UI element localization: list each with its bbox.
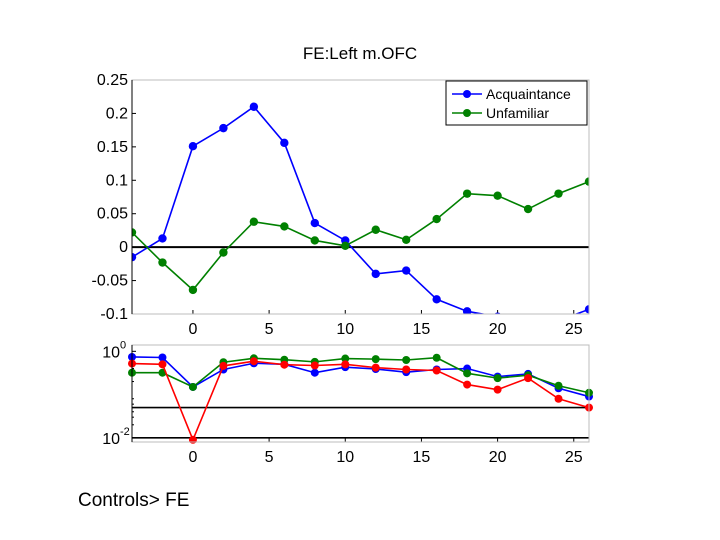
data-point-unfamiliar bbox=[219, 248, 228, 257]
pvalue-point-green bbox=[188, 382, 197, 391]
pvalue-point-green bbox=[371, 355, 380, 364]
bottom-xtick-label: 25 bbox=[565, 449, 583, 466]
pvalue-point-red bbox=[371, 363, 380, 372]
data-point-acquaintance bbox=[584, 305, 589, 314]
bottom-xtick-label: 15 bbox=[413, 449, 431, 466]
pvalue-point-red bbox=[554, 394, 563, 403]
data-point-unfamiliar bbox=[402, 235, 411, 244]
top-xtick-label: 20 bbox=[489, 321, 507, 338]
bottom-ytick-exponent: 0 bbox=[120, 339, 126, 351]
top-ytick-label: -0.05 bbox=[92, 273, 129, 290]
data-point-acquaintance bbox=[188, 141, 198, 151]
data-point-unfamiliar bbox=[462, 189, 472, 198]
pvalue-point-green bbox=[341, 354, 350, 363]
pvalue-point-red bbox=[188, 435, 197, 444]
pvalue-point-blue bbox=[158, 353, 167, 362]
top-line-plot: -0.1 -0.05 0 0.05 0.1 0.15 0.2 0.25 0 5 10 15 20 25 Ac… bbox=[92, 72, 590, 338]
pvalue-point-red bbox=[524, 374, 533, 383]
bottom-ytick-exponent: -2 bbox=[120, 426, 130, 438]
pvalue-line-blue bbox=[131, 356, 590, 398]
series-line-unfamiliar bbox=[132, 180, 589, 292]
data-point-unfamiliar bbox=[523, 204, 533, 214]
data-point-acquaintance bbox=[219, 123, 228, 133]
top-ytick-label: 0.15 bbox=[97, 139, 128, 156]
top-xtick-label: 5 bbox=[265, 321, 274, 338]
pvalue-point-green bbox=[493, 374, 502, 383]
data-point-unfamiliar bbox=[584, 177, 589, 186]
pvalue-point-red bbox=[158, 360, 167, 369]
pvalue-point-red bbox=[249, 357, 258, 366]
pvalue-line-red bbox=[131, 360, 590, 442]
data-point-acquaintance bbox=[310, 218, 319, 228]
pvalue-point-green bbox=[402, 355, 411, 364]
bottom-xtick-label: 20 bbox=[489, 449, 507, 466]
pvalue-series-red bbox=[128, 357, 593, 444]
bottom-log-plot: 10 010 -20 5 10 15 20 25 bbox=[102, 339, 593, 466]
legend-label-unfamiliar: Unfamiliar bbox=[486, 105, 549, 121]
top-xtick-label: 0 bbox=[188, 321, 197, 338]
top-ytick-label: 0 bbox=[119, 239, 128, 256]
data-point-unfamiliar bbox=[554, 189, 563, 198]
bottom-ytick-label: 10 bbox=[102, 344, 120, 361]
pvalue-point-red bbox=[463, 380, 472, 389]
data-point-acquaintance bbox=[402, 266, 411, 275]
data-point-unfamiliar bbox=[310, 236, 319, 245]
pvalue-point-blue bbox=[310, 368, 319, 377]
series-acquaintance bbox=[132, 102, 589, 324]
top-xtick-label: 10 bbox=[336, 321, 354, 338]
data-point-unfamiliar bbox=[341, 241, 350, 251]
legend: Acquaintance Unfamiliar bbox=[445, 80, 588, 126]
series-line-acquaintance bbox=[132, 105, 589, 314]
pvalue-point-red bbox=[219, 361, 228, 370]
data-point-acquaintance bbox=[432, 295, 441, 304]
top-ytick-label: 0.2 bbox=[106, 105, 128, 122]
top-ytick-label: 0.05 bbox=[97, 206, 128, 223]
data-point-unfamiliar bbox=[371, 225, 380, 234]
data-point-unfamiliar bbox=[432, 214, 441, 224]
legend-marker-unfamiliar bbox=[463, 109, 471, 117]
legend-label-acquaintance: Acquaintance bbox=[486, 86, 571, 102]
bottom-xtick-label: 0 bbox=[188, 449, 197, 466]
pvalue-point-red bbox=[280, 360, 289, 369]
data-point-acquaintance bbox=[132, 252, 137, 262]
top-ytick-label: -0.1 bbox=[100, 306, 128, 323]
bottom-xtick-label: 10 bbox=[336, 449, 354, 466]
data-point-unfamiliar bbox=[280, 222, 289, 231]
chart-title: FE:Left m.OFC bbox=[302, 44, 418, 63]
data-point-unfamiliar bbox=[249, 217, 259, 226]
top-ytick-label: 0.25 bbox=[97, 72, 128, 89]
data-point-acquaintance bbox=[280, 138, 289, 148]
bottom-xtick-label: 5 bbox=[265, 449, 274, 466]
pvalue-point-red bbox=[402, 365, 411, 374]
data-point-acquaintance bbox=[462, 307, 472, 314]
bottom-ytick-label: 10 bbox=[102, 431, 120, 448]
data-point-unfamiliar bbox=[493, 191, 502, 200]
series-unfamiliar bbox=[132, 177, 589, 295]
top-ytick-label: 0.1 bbox=[106, 172, 128, 189]
pvalue-point-red bbox=[310, 361, 319, 370]
data-point-acquaintance bbox=[158, 234, 167, 243]
pvalue-point-green bbox=[463, 369, 472, 378]
pvalue-line-green bbox=[132, 356, 590, 394]
top-xtick-label: 15 bbox=[413, 321, 431, 338]
pvalue-point-green bbox=[432, 353, 441, 362]
data-point-acquaintance bbox=[554, 316, 562, 324]
pvalue-point-green bbox=[554, 381, 563, 390]
legend-marker-acquaintance bbox=[463, 90, 471, 98]
data-point-acquaintance bbox=[371, 269, 380, 279]
caption-text: Controls> FE bbox=[78, 490, 190, 511]
data-point-acquaintance bbox=[249, 102, 259, 111]
pvalue-point-red bbox=[493, 385, 502, 394]
data-point-unfamiliar bbox=[188, 285, 198, 295]
pvalue-point-red bbox=[341, 360, 350, 369]
legend-box bbox=[445, 80, 588, 126]
top-xtick-label: 25 bbox=[565, 321, 583, 338]
data-point-acquaintance bbox=[524, 315, 532, 323]
pvalue-point-red bbox=[432, 366, 441, 375]
bottom-plot-area bbox=[132, 345, 589, 442]
data-point-unfamiliar bbox=[132, 228, 137, 237]
data-point-unfamiliar bbox=[158, 258, 167, 267]
